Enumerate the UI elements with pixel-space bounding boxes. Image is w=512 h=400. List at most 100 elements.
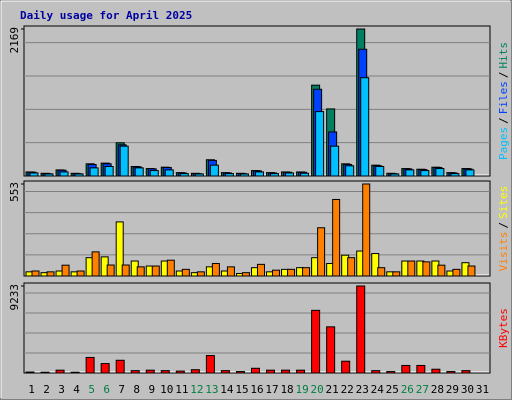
bar — [241, 272, 250, 277]
bar — [270, 173, 280, 177]
bar — [431, 368, 441, 374]
x-tick-label: 2 — [43, 383, 50, 396]
legend-entry: Pages — [497, 127, 510, 160]
bar — [332, 198, 341, 277]
bar — [360, 77, 370, 177]
bar — [266, 369, 276, 374]
legend-entry: Sites — [497, 186, 510, 219]
x-tick-label: 9 — [148, 383, 155, 396]
x-tick-label: 27 — [416, 383, 429, 396]
bar — [40, 371, 50, 374]
bar — [59, 171, 69, 177]
x-tick-label: 15 — [235, 383, 248, 396]
x-tick-label: 24 — [371, 383, 385, 396]
bar — [272, 269, 281, 277]
x-tick-label: 8 — [133, 383, 140, 396]
bar — [371, 253, 380, 277]
x-tick-label: 26 — [401, 383, 414, 396]
bar — [136, 266, 145, 277]
bar — [211, 263, 220, 277]
x-tick-label: 30 — [461, 383, 474, 396]
x-tick-label: 6 — [103, 383, 110, 396]
bar — [422, 261, 431, 277]
bar — [104, 166, 114, 177]
bar — [377, 267, 386, 277]
bar — [405, 169, 415, 177]
x-tick-label: 23 — [356, 383, 369, 396]
bar — [281, 369, 291, 374]
bar — [315, 111, 325, 177]
bar — [256, 263, 265, 277]
bar — [145, 369, 155, 374]
x-tick-label: 1 — [28, 383, 35, 396]
legend: KBytes — [497, 308, 510, 348]
bar — [91, 251, 100, 277]
x-tick-label: 17 — [265, 383, 278, 396]
bar — [194, 173, 204, 177]
bar — [356, 285, 366, 374]
bar — [149, 170, 159, 177]
plot-area — [23, 25, 491, 177]
bar — [85, 356, 95, 374]
bar — [435, 168, 445, 177]
bar — [452, 268, 461, 277]
chart-title: Daily usage for April 2025 — [20, 9, 192, 22]
x-tick-label: 13 — [205, 383, 218, 396]
bar — [254, 171, 264, 177]
x-tick-label: 12 — [190, 383, 203, 396]
bar — [390, 173, 400, 177]
legend: Visits / Sites — [497, 186, 510, 272]
legend-entry: Hits — [497, 42, 510, 69]
bar — [29, 172, 39, 177]
bar — [76, 270, 85, 277]
x-tick-label: 19 — [295, 383, 308, 396]
bar — [181, 268, 190, 277]
legend: Pages / Files / Hits — [497, 42, 510, 160]
bar — [106, 264, 115, 277]
bar — [115, 221, 124, 277]
bar — [386, 371, 396, 374]
bar — [134, 167, 144, 177]
x-tick-label: 16 — [250, 383, 263, 396]
bar — [151, 265, 160, 277]
bar — [190, 369, 200, 374]
bar — [285, 172, 295, 177]
y-tick-label: 2169 — [8, 27, 21, 54]
bar — [362, 183, 371, 277]
x-tick-label: 22 — [341, 383, 354, 396]
bar — [446, 371, 456, 374]
bar — [401, 364, 411, 374]
x-tick-label: 31 — [476, 383, 489, 396]
bar — [209, 164, 219, 177]
x-tick-label: 4 — [73, 383, 80, 396]
plot-area — [23, 282, 491, 374]
bar — [224, 173, 234, 177]
bar — [44, 173, 54, 177]
legend-entry: Files — [497, 81, 510, 114]
bar — [70, 371, 80, 374]
bar — [341, 360, 351, 374]
bar — [311, 309, 321, 374]
bar — [175, 370, 185, 374]
bar — [407, 260, 416, 277]
legend-separator: / — [497, 222, 510, 229]
legend-separator: / — [497, 117, 510, 124]
bar — [392, 271, 401, 277]
bar — [250, 367, 260, 374]
x-tick-label: 29 — [446, 383, 459, 396]
bar — [166, 259, 175, 277]
bar — [121, 264, 130, 277]
bar — [226, 266, 235, 277]
bar — [205, 355, 215, 374]
x-tick-label: 21 — [326, 383, 339, 396]
x-tick-label: 18 — [280, 383, 293, 396]
bar — [437, 264, 446, 277]
bar — [239, 173, 249, 177]
bar — [467, 265, 476, 277]
x-tick-label: 7 — [118, 383, 125, 396]
x-tick-label: 14 — [220, 383, 234, 396]
legend-separator: / — [497, 72, 510, 79]
bar — [196, 271, 205, 277]
bar — [46, 271, 55, 277]
